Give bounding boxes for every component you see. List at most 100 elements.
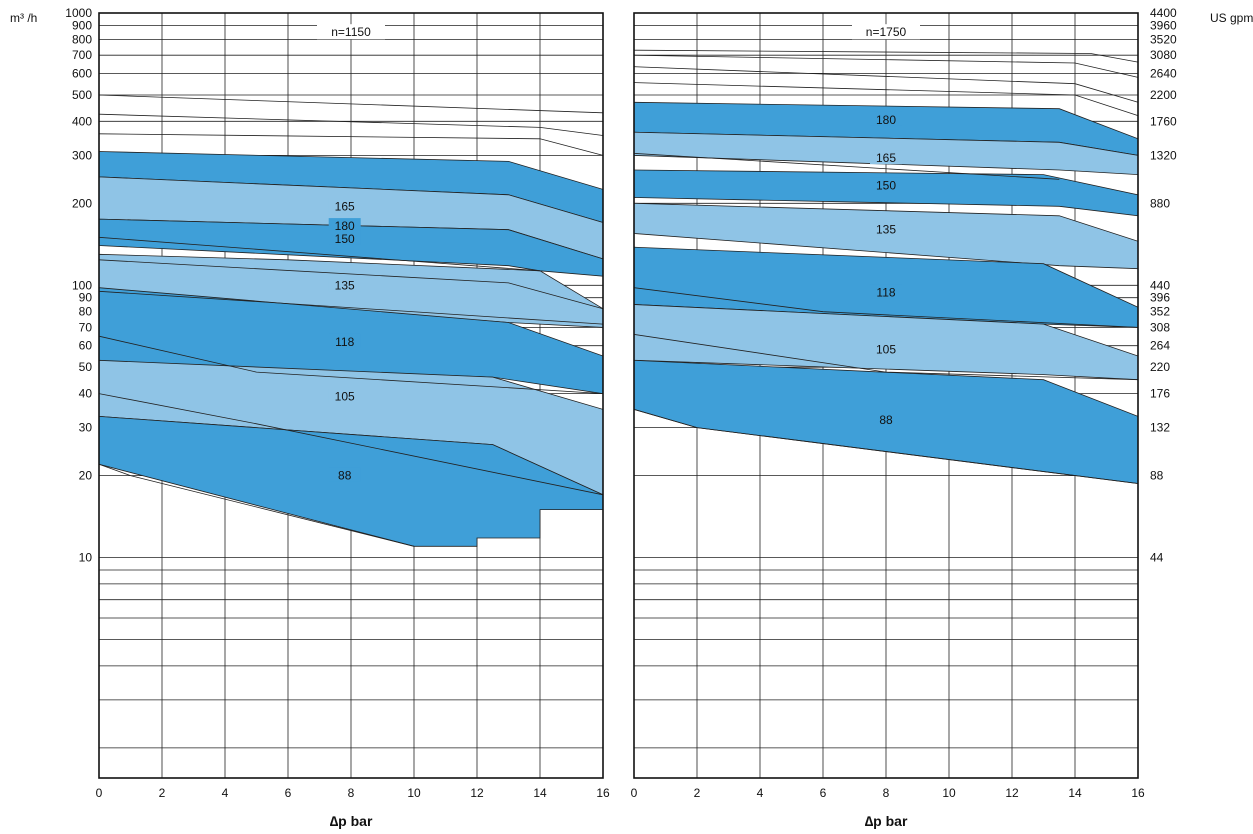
- band-label-150: 150: [335, 232, 355, 246]
- band-label-118: 118: [876, 286, 895, 300]
- y-tick-label-right: 88: [1150, 469, 1164, 483]
- y-tick-label-left: 10: [79, 551, 93, 565]
- band-label-180: 180: [335, 219, 355, 233]
- band-150: [98, 218, 604, 277]
- band-label-bg: [328, 333, 361, 348]
- band-label-165: 165: [335, 199, 355, 213]
- y-tick-label-left: 70: [79, 320, 93, 334]
- y-tick-label-right: 396: [1150, 291, 1170, 305]
- curve-line: [98, 463, 415, 547]
- y-axis-unit-left: m³ /h: [10, 11, 37, 25]
- plot-frame: [98, 12, 604, 779]
- curve-line: [633, 334, 1139, 381]
- curve-line: [98, 290, 604, 325]
- x-tick-label: 10: [942, 786, 956, 800]
- x-tick-label: 6: [820, 786, 827, 800]
- curve-line: [633, 409, 1139, 484]
- band-label-150: 150: [876, 178, 896, 192]
- x-tick-label: 4: [757, 786, 764, 800]
- y-tick-label-right: 1760: [1150, 114, 1177, 128]
- curve-line: [633, 49, 1139, 63]
- x-tick-label: 2: [694, 786, 701, 800]
- y-tick-label-right: 4400: [1150, 6, 1177, 20]
- band-label-bg: [328, 467, 361, 482]
- y-tick-label-left: 400: [72, 114, 92, 128]
- y-tick-label-right: 880: [1150, 196, 1170, 210]
- x-tick-label: 2: [159, 786, 166, 800]
- band-label-105: 105: [876, 343, 896, 357]
- y-tick-label-left: 700: [72, 48, 92, 62]
- band-label-bg: [870, 284, 902, 299]
- curve-line: [633, 153, 1060, 180]
- band-label-118: 118: [335, 335, 354, 349]
- band-label-bg: [870, 412, 902, 426]
- y-tick-label-right: 308: [1150, 320, 1170, 334]
- x-tick-label: 16: [1131, 786, 1145, 800]
- x-tick-label: 0: [631, 786, 638, 800]
- y-tick-label-right: 132: [1150, 421, 1170, 435]
- x-tick-label: 14: [1068, 786, 1082, 800]
- y-tick-label-left: 200: [72, 196, 92, 210]
- x-tick-label: 16: [596, 786, 610, 800]
- plot-frame: [633, 12, 1139, 779]
- y-tick-label-left: 1000: [65, 6, 92, 20]
- y-tick-label-left: 90: [79, 291, 93, 305]
- curve-line: [98, 393, 604, 496]
- y-tick-label-right: 176: [1150, 387, 1170, 401]
- curve-line: [98, 94, 604, 114]
- y-tick-label-left: 500: [72, 88, 92, 102]
- band-label-135: 135: [876, 223, 896, 237]
- x-tick-label: 14: [533, 786, 547, 800]
- band-label-bg: [328, 230, 361, 245]
- y-tick-label-right: 2200: [1150, 88, 1177, 102]
- y-tick-label-right: 3520: [1150, 32, 1177, 46]
- x-tick-label: 0: [96, 786, 103, 800]
- y-tick-label-right: 220: [1150, 360, 1170, 374]
- y-tick-label-left: 60: [79, 339, 93, 353]
- curve-line: [633, 66, 1139, 103]
- y-tick-label-left: 20: [79, 469, 93, 483]
- y-tick-label-right: 44: [1150, 551, 1164, 565]
- x-axis-label: ∆p bar: [330, 813, 373, 829]
- y-tick-label-right: 352: [1150, 305, 1170, 319]
- y-tick-label-right: 264: [1150, 339, 1170, 353]
- x-axis-label: ∆p bar: [865, 813, 908, 829]
- band-label-bg: [870, 341, 902, 356]
- y-tick-label-left: 800: [72, 32, 92, 46]
- panel-n1150: 180 165 150 135 118 105 88 n=1150 0 2 4 6 8 10 12 14 16 ∆…: [65, 6, 610, 829]
- speed-label-bg: [852, 24, 920, 40]
- y-tick-label-left: 900: [72, 19, 92, 33]
- x-tick-label: 12: [1005, 786, 1019, 800]
- y-tick-label-left: 30: [79, 421, 93, 435]
- band-label-bg: [870, 150, 902, 165]
- y-tick-label-left: 40: [79, 387, 93, 401]
- band-label-88: 88: [338, 469, 352, 483]
- band-label-bg: [328, 388, 361, 403]
- curve-line: [633, 82, 1139, 116]
- panel-n1750: 180 165 150 135 118 105 88 n=1750 0 2 4 6 8 10 12 14 16 ∆…: [631, 6, 1177, 829]
- band-label-135: 135: [335, 278, 355, 292]
- y-tick-label-left: 300: [72, 148, 92, 162]
- y-tick-label-left: 80: [79, 305, 93, 319]
- band-label-bg: [870, 177, 902, 192]
- y-tick-label-right: 440: [1150, 278, 1170, 292]
- x-tick-label: 8: [348, 786, 355, 800]
- x-tick-label: 10: [407, 786, 421, 800]
- speed-label: n=1150: [331, 25, 371, 39]
- y-tick-label-right: 3080: [1150, 48, 1177, 62]
- band-label-bg: [328, 218, 361, 233]
- x-tick-label: 12: [470, 786, 484, 800]
- y-tick-label-left: 50: [79, 360, 93, 374]
- curve-line: [98, 236, 541, 272]
- x-tick-label: 6: [285, 786, 292, 800]
- curve-line: [633, 287, 1139, 328]
- y-tick-label-right: 3960: [1150, 19, 1177, 33]
- speed-label-bg: [317, 24, 385, 40]
- curve-line: [98, 259, 604, 310]
- band-label-bg: [328, 277, 361, 292]
- x-tick-label: 4: [222, 786, 229, 800]
- x-tick-label: 8: [883, 786, 890, 800]
- band-label-180: 180: [876, 113, 896, 127]
- band-label-88: 88: [879, 413, 893, 427]
